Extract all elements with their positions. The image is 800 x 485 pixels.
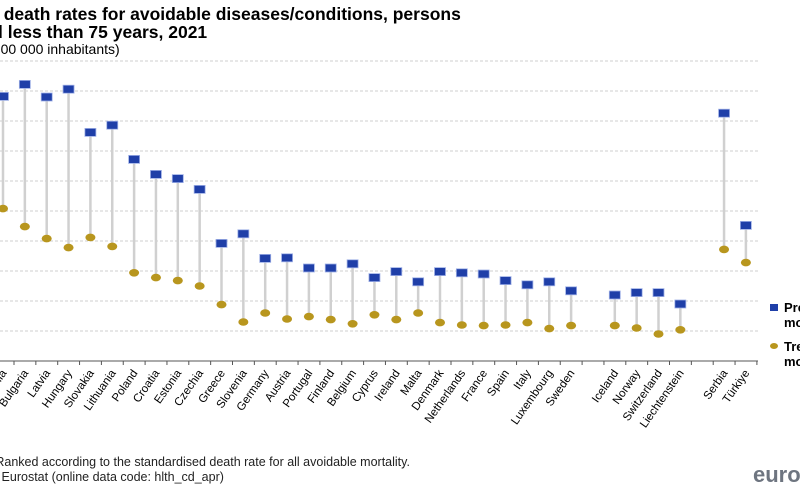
treatable-point: [675, 326, 686, 334]
treatable-point: [0, 204, 8, 213]
legend-treatable-label: Treatable: [784, 339, 800, 354]
treatable-point: [740, 258, 751, 267]
treatable-point: [238, 318, 249, 326]
preventable-point: [499, 276, 512, 286]
legend-preventable-label-line2: mortality: [784, 315, 800, 330]
preventable-point: [18, 80, 31, 89]
preventable-point: [171, 174, 184, 184]
legend-treatable-label-line2: mortality: [784, 354, 800, 369]
preventable-point: [521, 280, 534, 290]
treatable-point: [303, 312, 314, 321]
preventable-point: [477, 269, 490, 279]
treatable-point: [478, 321, 489, 330]
preventable-point: [128, 154, 141, 164]
preventable-point: [84, 127, 97, 137]
treatable-point: [522, 318, 533, 327]
preventable-point: [543, 277, 556, 287]
preventable-point: [281, 253, 293, 263]
treatable-point: [216, 300, 227, 309]
preventable-point: [740, 220, 752, 230]
preventable-point: [324, 263, 337, 273]
treatable-point: [150, 273, 161, 282]
legend-preventable-label: Preventable: [784, 300, 800, 315]
preventable-point: [390, 267, 403, 277]
chart-subtitle: (per 100 000 inhabitants): [0, 41, 120, 57]
preventable-point: [0, 92, 9, 101]
preventable-point: [718, 108, 730, 118]
preventable-point: [674, 299, 687, 309]
preventable-point: [106, 120, 119, 130]
treatable-point: [566, 321, 577, 330]
preventable-point: [193, 184, 206, 194]
preventable-point: [62, 84, 75, 94]
treatable-point: [63, 243, 74, 252]
treatable-point: [347, 320, 358, 328]
treatable-point: [609, 321, 620, 330]
preventable-point: [302, 263, 315, 273]
preventable-point: [215, 238, 228, 248]
preventable-point: [259, 253, 272, 263]
treatable-point: [391, 315, 402, 324]
preventable-point: [40, 92, 53, 102]
preventable-point: [630, 288, 643, 298]
preventable-point: [412, 277, 425, 287]
treatable-point: [85, 233, 96, 242]
preventable-point: [237, 229, 250, 239]
treatable-point: [435, 318, 445, 327]
treatable-point: [129, 269, 140, 277]
chart-title-line2: aged less than 75 years, 2021: [0, 22, 207, 42]
treatable-point: [719, 245, 730, 254]
treatable-point: [107, 242, 118, 251]
treatable-point: [172, 276, 183, 285]
preventable-point: [346, 259, 359, 269]
preventable-point: [565, 286, 577, 296]
preventable-point: [608, 290, 621, 300]
legend-treatable-marker: [770, 343, 778, 349]
treatable-point: [544, 324, 555, 333]
treatable-point: [413, 309, 424, 317]
preventable-point: [434, 267, 446, 277]
chart-source: Source: Eurostat (online data code: hlth…: [0, 470, 224, 484]
preventable-point: [368, 273, 381, 283]
treatable-point: [41, 234, 52, 243]
treatable-point: [194, 282, 205, 290]
preventable-point: [150, 169, 162, 179]
treatable-point: [500, 321, 511, 329]
treatable-point: [325, 315, 336, 324]
preventable-point: [652, 288, 665, 298]
chart-title-line1: Standardised death rates for avoidable d…: [0, 4, 461, 24]
treatable-point: [653, 330, 664, 338]
treatable-point: [260, 309, 271, 317]
legend-preventable-marker: [770, 304, 778, 311]
preventable-point: [455, 268, 468, 278]
treatable-point: [456, 321, 467, 329]
treatable-point: [631, 324, 642, 332]
eurostat-logo: eurostat: [753, 462, 800, 485]
x-tick-label: Spain: [485, 368, 512, 399]
treatable-point: [369, 311, 380, 319]
chart-note: Note: Ranked according to the standardis…: [0, 455, 410, 469]
treatable-point: [19, 222, 30, 231]
treatable-point: [282, 315, 293, 323]
